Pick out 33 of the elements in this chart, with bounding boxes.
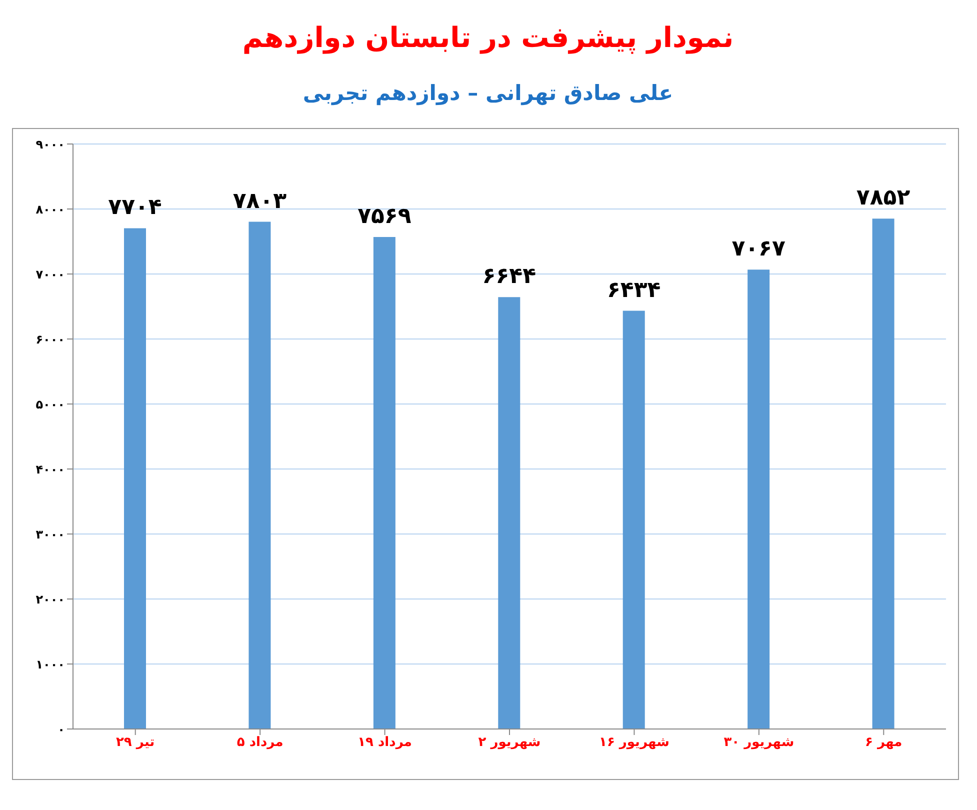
x-tick-label: ۲ شهریور (478, 735, 541, 750)
y-tick-label: ۰ (58, 722, 65, 736)
x-tick-label: ۶ مهر (865, 735, 902, 750)
data-label: ۷۸۵۲ (856, 186, 911, 211)
y-tick-label: ۷۰۰۰ (36, 267, 65, 282)
y-tick-label: ۴۰۰۰ (36, 462, 65, 476)
y-tick-label: ۵۰۰۰ (36, 397, 65, 412)
data-label: ۶۶۴۴ (482, 264, 536, 290)
y-tick-label: ۳۰۰۰ (36, 527, 65, 542)
data-label: ۷۵۶۹ (358, 204, 412, 230)
y-tick-label: ۱۰۰۰ (36, 657, 65, 672)
x-tick-label: ۲۹ تیر (116, 735, 155, 750)
chart-title: نمودار پیشرفت در تابستان دوازدهم (241, 20, 735, 56)
bar (498, 297, 520, 729)
x-tick-label: ۱۹ مرداد (358, 735, 412, 750)
data-label: ۶۴۳۴ (607, 278, 661, 303)
bar (872, 218, 894, 729)
chart-subtitle: علی صادق تهرانی – دوازدهم تجربی (302, 80, 674, 108)
y-tick-label: ۹۰۰۰ (36, 137, 65, 152)
bar (124, 228, 146, 729)
bar (748, 270, 770, 729)
x-tick-label: ۱۶ شهریور (599, 735, 670, 750)
y-tick-label: ۲۰۰۰ (36, 592, 65, 606)
bar (622, 310, 645, 729)
bar (373, 237, 396, 729)
x-tick-label: ۳۰ شهریور (724, 735, 794, 750)
bar (248, 222, 271, 729)
data-label: ۷۰۶۷ (732, 236, 786, 262)
y-tick-label: ۶۰۰۰ (36, 332, 65, 346)
data-label: ۷۸۰۳ (232, 188, 288, 214)
y-tick-label: ۸۰۰۰ (36, 202, 65, 216)
x-tick-label: ۵ مرداد (236, 735, 284, 750)
data-label: ۷۷۰۴ (108, 195, 162, 220)
